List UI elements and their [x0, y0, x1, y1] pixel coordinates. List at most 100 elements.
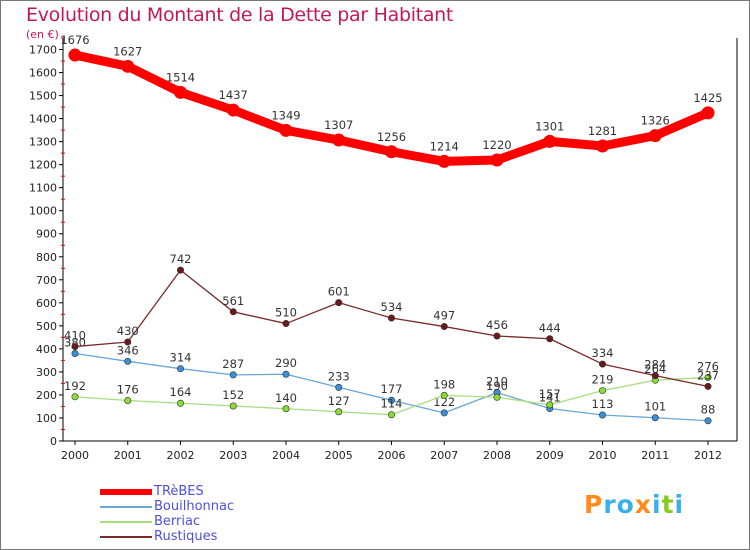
data-point [335, 408, 343, 416]
logo-letter: r [603, 490, 617, 519]
series-line [74, 269, 709, 388]
data-label: 742 [170, 252, 192, 266]
data-point [704, 382, 712, 390]
data-label: 534 [381, 300, 403, 314]
y-tick-label: 500 [36, 320, 57, 333]
data-point [546, 401, 554, 409]
x-tick-label: 2002 [167, 449, 195, 462]
legend-label: Rustiques [154, 529, 218, 544]
data-label: 276 [697, 359, 719, 373]
y-tick-label: 100 [36, 412, 57, 425]
y-tick-label: 800 [36, 251, 57, 264]
data-label: 210 [486, 375, 508, 389]
data-point [332, 133, 346, 147]
data-label: 1425 [693, 91, 722, 105]
data-label: 1307 [324, 118, 353, 132]
legend-swatch [100, 506, 152, 508]
data-point [546, 335, 554, 343]
y-tick-label: 900 [36, 228, 57, 241]
x-tick-label: 2010 [589, 449, 617, 462]
x-tick-label: 2009 [536, 449, 564, 462]
data-point [490, 153, 504, 167]
data-label: 1220 [482, 138, 511, 152]
data-label: 233 [328, 369, 350, 383]
data-label: 1214 [430, 139, 459, 153]
data-label: 140 [275, 391, 297, 405]
legend-swatch [100, 521, 152, 523]
logo-letter: x [634, 490, 652, 519]
data-label: 264 [644, 362, 666, 376]
data-point [493, 393, 501, 401]
data-label: 444 [539, 321, 561, 335]
y-tick-label: 1400 [29, 113, 57, 126]
data-label: 101 [644, 400, 666, 414]
data-label: 1326 [641, 114, 670, 128]
data-point [177, 266, 185, 274]
data-point [651, 414, 659, 422]
logo-letter: i [674, 490, 685, 519]
data-point [598, 387, 606, 395]
y-tick-label: 300 [36, 366, 57, 379]
data-label: 127 [328, 394, 350, 408]
data-label: 334 [592, 346, 614, 360]
data-label: 237 [697, 368, 719, 382]
y-tick-label: 1500 [29, 90, 57, 103]
data-label: 290 [275, 356, 297, 370]
data-point [282, 370, 290, 378]
x-tick-label: 2005 [325, 449, 353, 462]
data-label: 177 [381, 382, 403, 396]
logo-letter: o [616, 490, 635, 519]
data-label: 219 [592, 373, 614, 387]
data-point [174, 85, 187, 99]
x-tick-label: 2006 [378, 449, 406, 462]
y-tick-label: 200 [36, 389, 57, 402]
legend-label: Bouilhonnac [154, 499, 235, 514]
data-point [598, 411, 606, 419]
chart-title: Evolution du Montant de la Dette par Hab… [26, 4, 454, 26]
data-point [543, 134, 557, 148]
unit-label: (en €) [26, 28, 59, 41]
y-tick-label: 1600 [29, 67, 57, 80]
data-point [335, 299, 343, 307]
x-tick-label: 2012 [694, 449, 722, 462]
data-point [648, 129, 662, 143]
data-point [387, 411, 395, 419]
data-point [177, 399, 185, 407]
data-point [71, 393, 79, 401]
data-label: 152 [222, 388, 244, 402]
data-label: 1281 [588, 124, 617, 138]
data-point [440, 323, 448, 331]
data-label: 114 [381, 397, 403, 411]
data-label: 346 [117, 343, 139, 357]
series-rustiques: 410 430 742 561 510 601 534 497 456 444 334 284 237 [64, 252, 719, 390]
series-tr-bes: 1676 1627 1514 1437 1349 1307 1256 1214 1220 1301… [60, 33, 723, 168]
data-point [493, 332, 501, 340]
data-point [596, 139, 609, 153]
data-point [704, 417, 712, 425]
axes: 0 100 200 300 400 500 600 700 800 900 1000 1100 1200… [29, 37, 738, 462]
y-tick-label: 1300 [29, 136, 57, 149]
data-point [385, 145, 398, 159]
data-point [229, 402, 237, 410]
data-point [440, 391, 448, 399]
x-tick-label: 2001 [114, 449, 142, 462]
data-point [121, 59, 135, 73]
data-point [124, 357, 132, 365]
data-label: 192 [64, 379, 86, 393]
x-tick-label: 2008 [483, 449, 511, 462]
data-point [387, 314, 395, 322]
data-point [71, 343, 79, 351]
y-tick-label: 400 [36, 343, 57, 356]
data-label: 157 [539, 387, 561, 401]
logo-letter: i [652, 490, 662, 519]
data-label: 1627 [113, 44, 142, 58]
data-point [387, 396, 395, 404]
data-label: 141 [539, 391, 561, 405]
data-label: 176 [117, 382, 139, 396]
data-point [177, 365, 185, 373]
data-label: 456 [486, 318, 508, 332]
data-point [282, 320, 290, 328]
